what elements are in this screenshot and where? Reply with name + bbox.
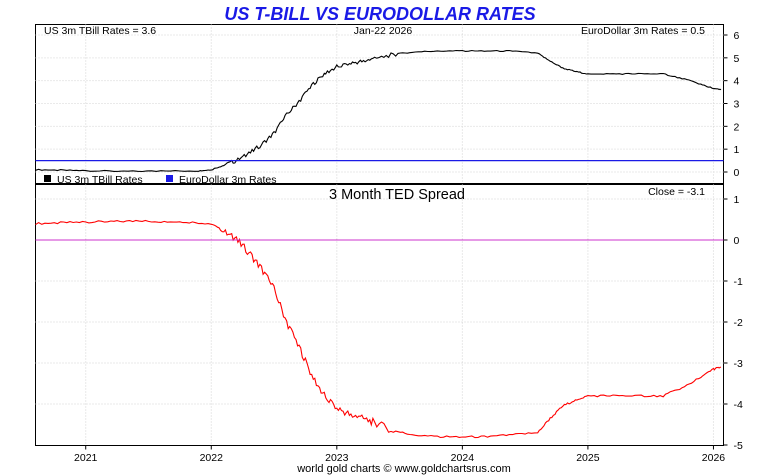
grid-layer: [35, 24, 724, 446]
tick-layer: 0 1 2 3 4 5 6 1 0 -1 -2 -3 -4 -5 2021 2022 2023 2024 2025 2…: [74, 30, 743, 464]
bottom-panel-frame: [35, 184, 724, 446]
bottom-ytick-label: -4: [734, 399, 743, 411]
chart-title: US T-BILL VS EURODOLLAR RATES: [224, 4, 535, 24]
ted-spread-line: [35, 219, 722, 439]
legend-swatch-eurodollar: [166, 175, 173, 182]
top-ytick-label: 5: [734, 53, 740, 65]
bottom-ytick-label: -2: [734, 317, 743, 329]
xtick-label: 2026: [702, 452, 726, 464]
ted-close-label: Close = -3.1: [648, 186, 705, 198]
top-ytick-label: 3: [734, 99, 740, 111]
date-label: Jan-22 2026: [354, 25, 413, 37]
xtick-label: 2025: [576, 452, 600, 464]
top-panel-frame: [35, 24, 724, 184]
bottom-ytick-label: -3: [734, 358, 743, 370]
bottom-ytick-label: -5: [734, 440, 743, 452]
legend-swatch-tbill: [44, 175, 51, 182]
bottom-ytick-label: 1: [734, 194, 740, 206]
tbill-line: [35, 49, 722, 173]
legend-label-tbill: US 3m TBill Rates: [57, 174, 143, 186]
top-ytick-label: 6: [734, 30, 740, 42]
series-layer: [35, 49, 724, 439]
bottom-ytick-label: 0: [734, 235, 740, 247]
xtick-label: 2023: [325, 452, 349, 464]
eurodollar-value-label: EuroDollar 3m Rates = 0.5: [581, 25, 705, 37]
top-ytick-label: 0: [734, 167, 740, 179]
xtick-label: 2024: [451, 452, 475, 464]
ted-spread-title: 3 Month TED Spread: [329, 187, 465, 203]
top-ytick-label: 4: [734, 76, 740, 88]
top-ytick-label: 1: [734, 144, 740, 156]
top-ytick-label: 2: [734, 121, 740, 133]
bottom-ytick-label: -1: [734, 276, 743, 288]
xtick-label: 2021: [74, 452, 98, 464]
tbill-value-label: US 3m TBill Rates = 3.6: [44, 25, 156, 37]
xtick-label: 2022: [200, 452, 224, 464]
legend-label-eurodollar: EuroDollar 3m Rates: [179, 174, 276, 186]
footer-credit: world gold charts © www.goldchartsrus.co…: [296, 463, 511, 475]
